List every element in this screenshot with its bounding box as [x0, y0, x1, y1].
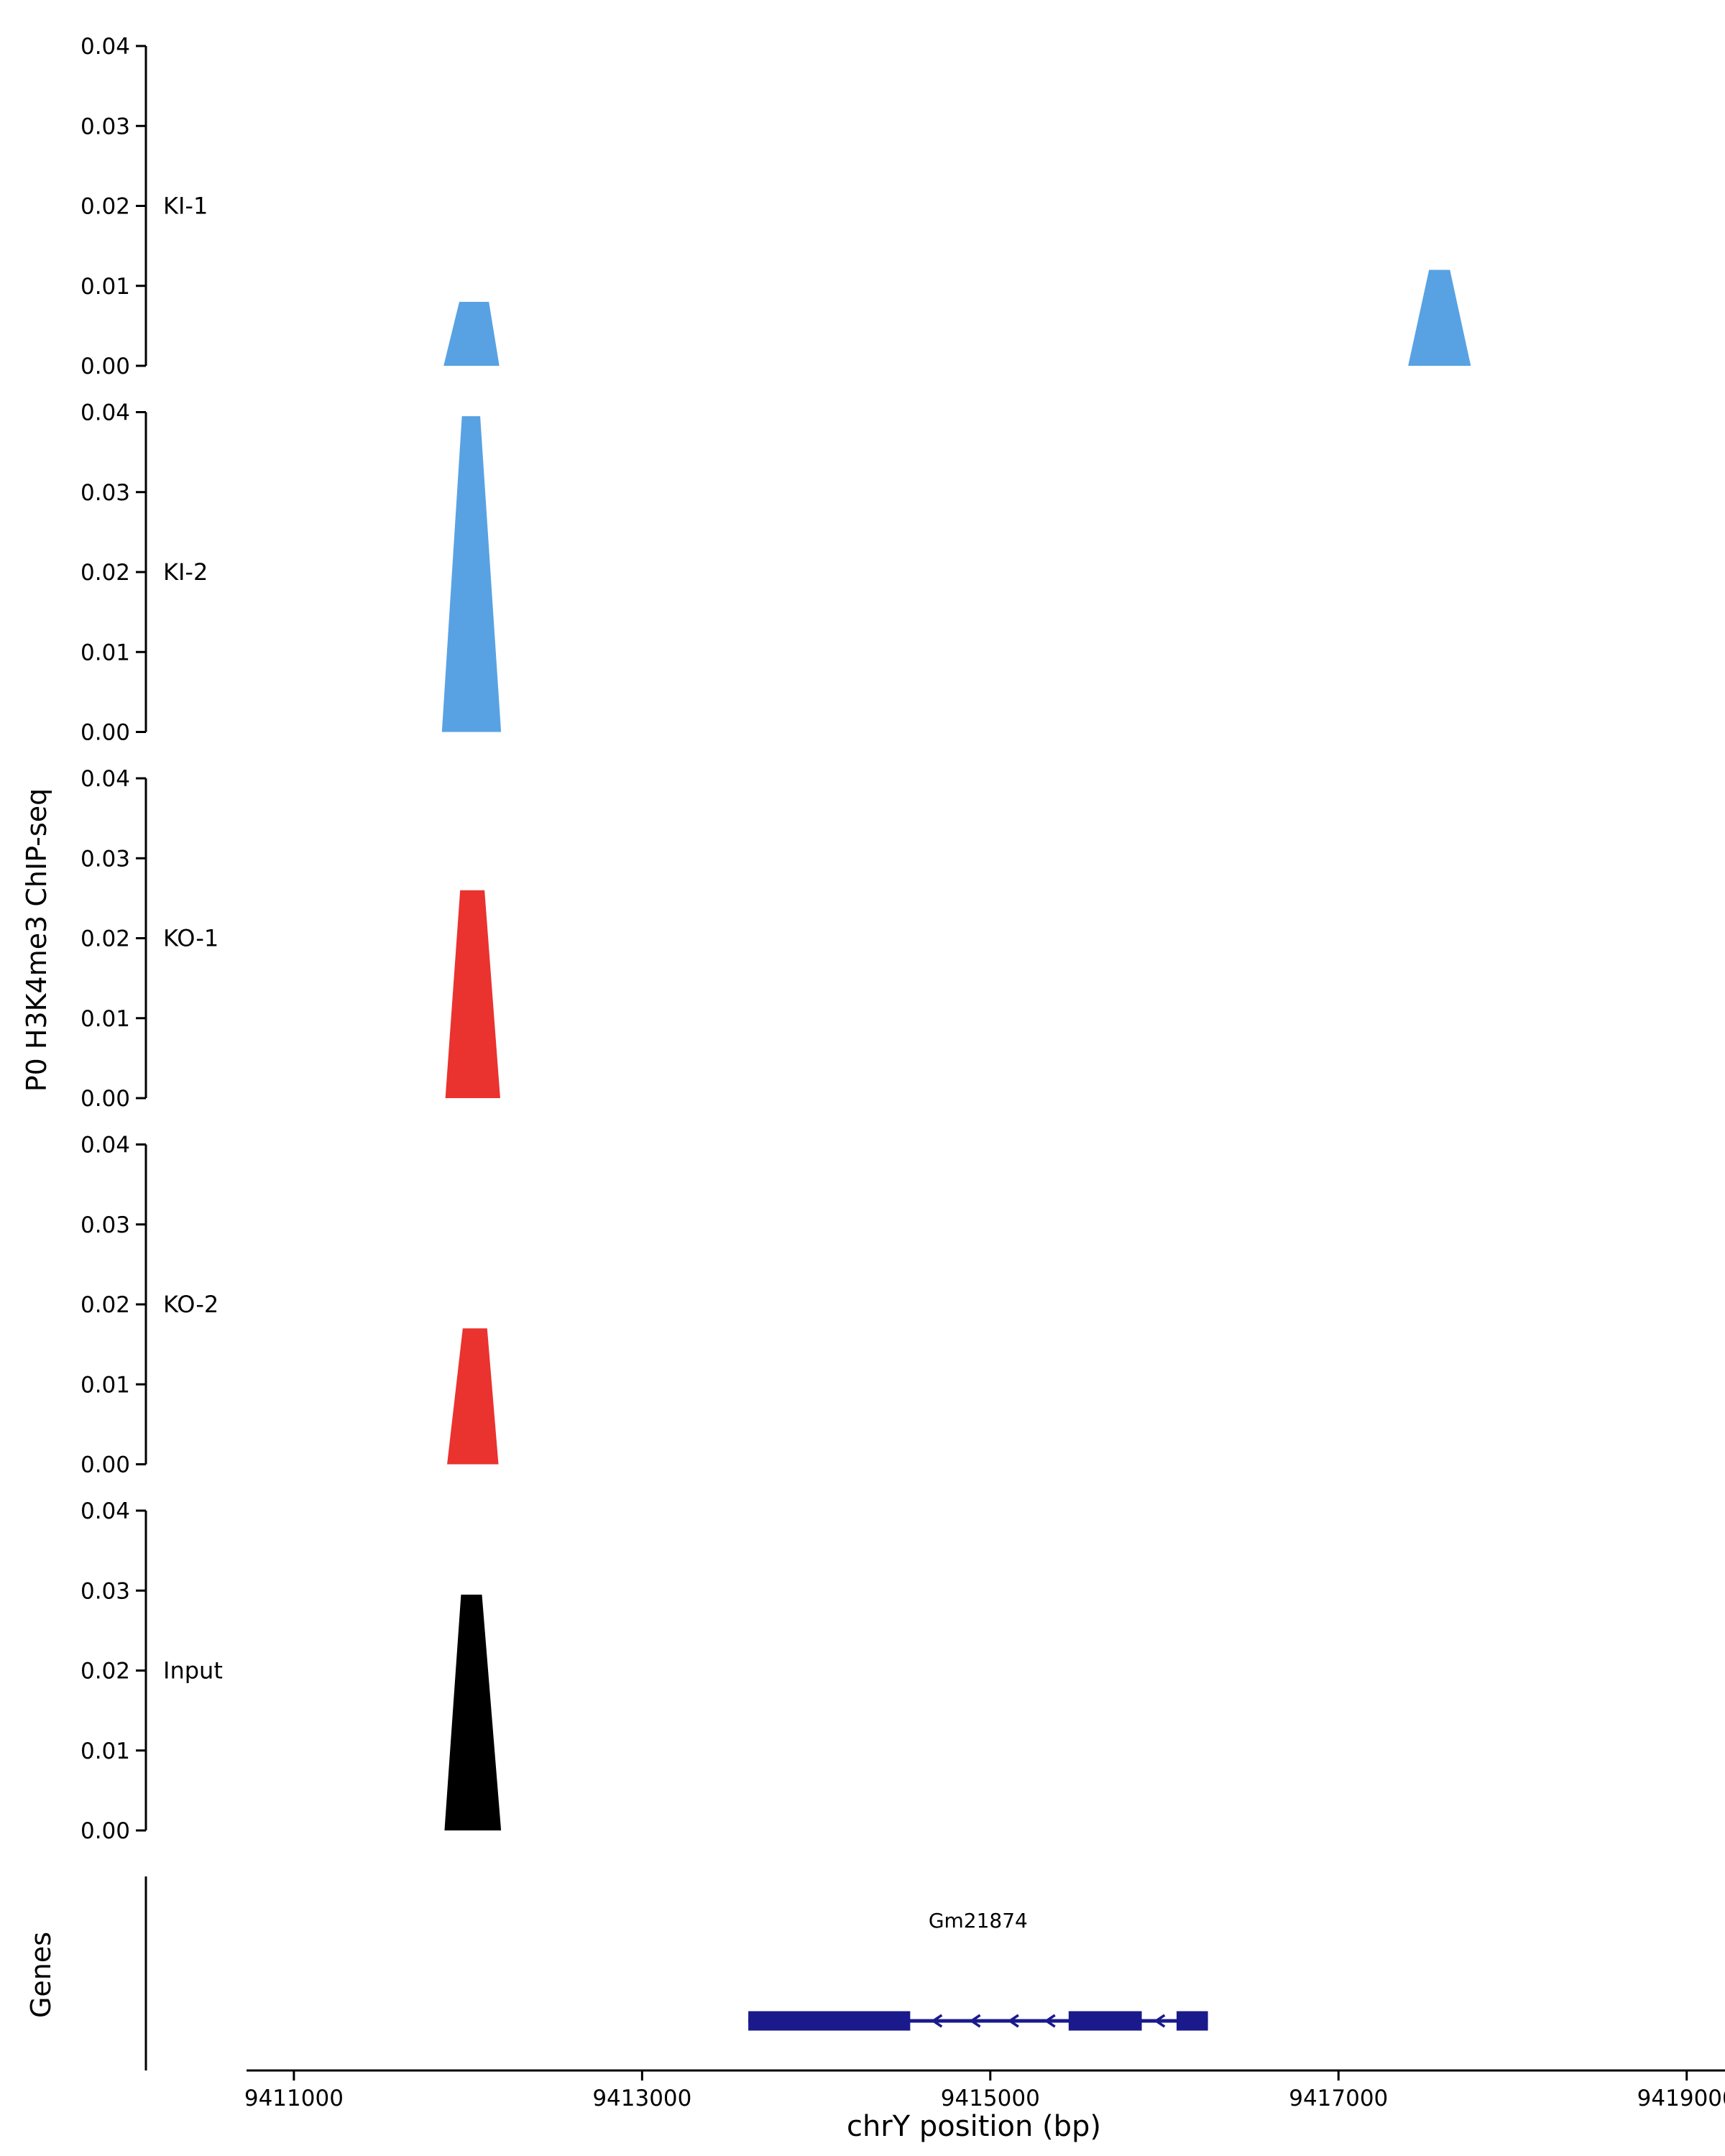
y-tick-label: 0.04 — [80, 1498, 130, 1524]
y-tick-label: 0.02 — [80, 194, 130, 220]
gene-name-label: Gm21874 — [929, 1909, 1028, 1932]
gene-strand-arrow-icon — [931, 2014, 943, 2028]
x-tick-label: 9413000 — [592, 2086, 691, 2111]
y-tick-label: 0.02 — [80, 1292, 130, 1318]
coverage-peak — [443, 302, 500, 366]
gene-strand-arrow-icon — [1007, 2014, 1019, 2028]
y-axis-label-genes: Genes — [25, 1932, 57, 2018]
y-tick-label: 0.01 — [80, 274, 130, 300]
coverage-peak — [447, 1328, 499, 1465]
x-tick-label: 9419000 — [1637, 2086, 1725, 2111]
y-tick-label: 0.04 — [80, 34, 130, 60]
gene-strand-arrow-icon — [1154, 2014, 1166, 2028]
track-label: KI-1 — [163, 193, 208, 220]
y-tick-label: 0.04 — [80, 766, 130, 792]
y-tick-label: 0.03 — [80, 1212, 130, 1238]
y-axis-label-tracks: P0 H3K4me3 ChIP-seq — [21, 788, 52, 1092]
generated-chart-elements: 0.00 0.01 0.02 0.03 0.04 KI-1 0.00 0.01 0.02 0.03… — [80, 34, 1725, 2111]
coverage-peak — [1408, 270, 1471, 366]
y-tick-label: 0.03 — [80, 1578, 130, 1604]
gene-intron-line — [748, 2019, 1208, 2023]
y-tick-label: 0.03 — [80, 480, 130, 506]
coverage-peak — [444, 1594, 502, 1830]
y-tick-label: 0.03 — [80, 114, 130, 139]
y-tick-label: 0.02 — [80, 560, 130, 586]
coverage-peak — [441, 416, 502, 732]
y-tick-label: 0.04 — [80, 400, 130, 426]
y-tick-label: 0.00 — [80, 1818, 130, 1844]
y-tick-label: 0.01 — [80, 1738, 130, 1764]
x-tick-label: 9417000 — [1289, 2086, 1388, 2111]
x-tick-label: 9411000 — [244, 2086, 344, 2111]
x-tick-label: 9415000 — [941, 2086, 1040, 2111]
gene-exon — [748, 2011, 911, 2031]
y-tick-label: 0.03 — [80, 846, 130, 872]
y-tick-label: 0.00 — [80, 720, 130, 746]
track-label: KI-2 — [163, 558, 208, 586]
gene-exon — [1068, 2011, 1142, 2031]
track-label: Input — [163, 1657, 223, 1685]
y-tick-label: 0.00 — [80, 354, 130, 379]
y-tick-label: 0.00 — [80, 1452, 130, 1478]
y-tick-label: 0.01 — [80, 1372, 130, 1398]
y-tick-label: 0.02 — [80, 1659, 130, 1685]
track-label: KO-1 — [163, 925, 218, 952]
gene-strand-arrow-icon — [969, 2014, 981, 2028]
y-tick-label: 0.04 — [80, 1133, 130, 1158]
gene-exon — [1176, 2011, 1208, 2031]
track-label: KO-2 — [163, 1291, 218, 1318]
y-tick-label: 0.02 — [80, 926, 130, 952]
y-tick-label: 0.01 — [80, 1006, 130, 1032]
y-tick-label: 0.01 — [80, 640, 130, 665]
gene-strand-arrow-icon — [1044, 2014, 1056, 2028]
coverage-peak — [445, 890, 500, 1098]
x-axis-label: chrY position (bp) — [847, 2110, 1101, 2143]
y-tick-label: 0.00 — [80, 1086, 130, 1112]
